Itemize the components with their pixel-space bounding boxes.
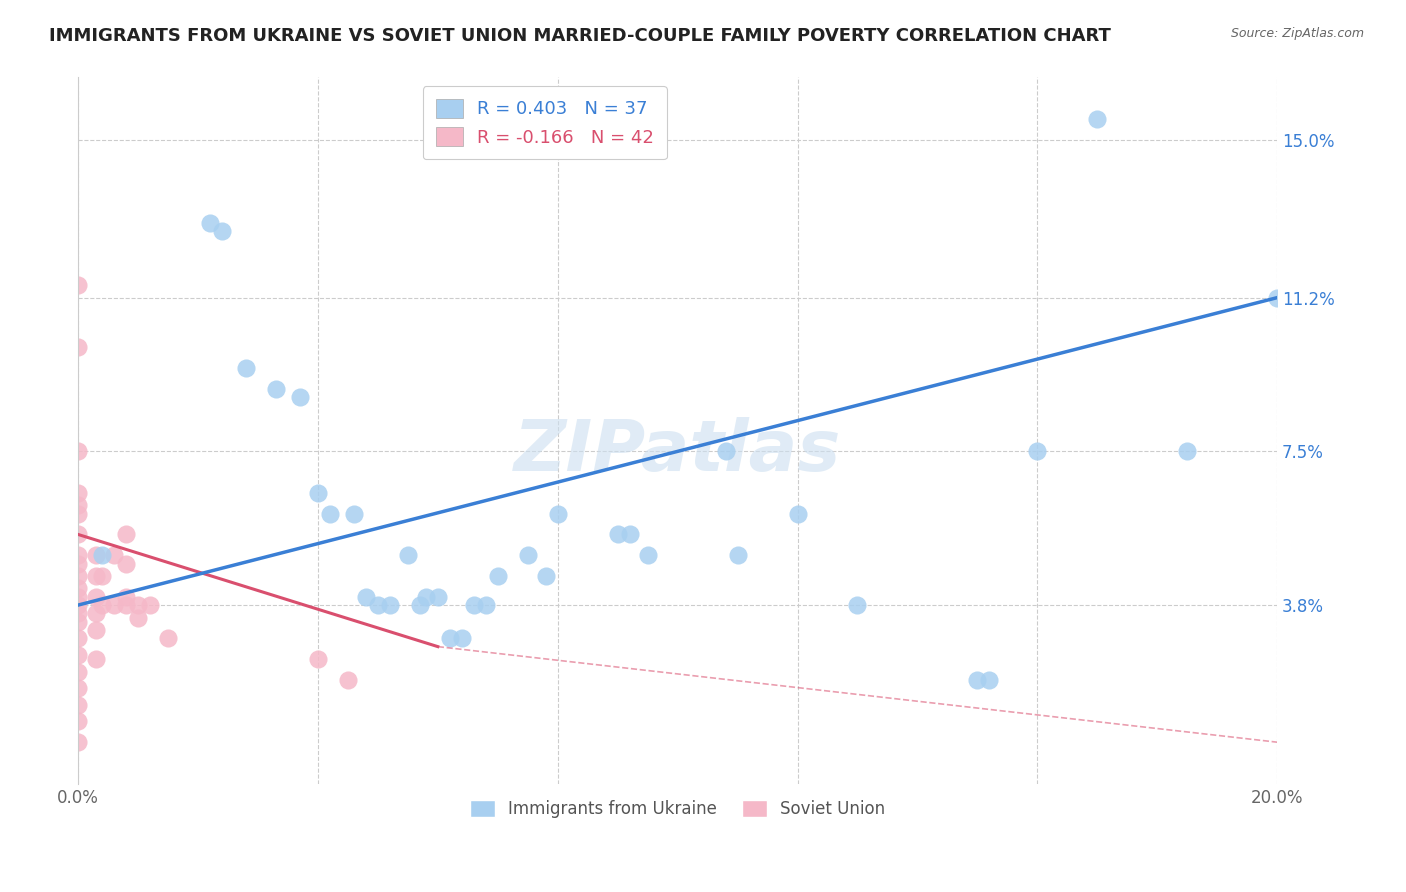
Point: [1175, 444, 1198, 458]
Point: [67, 698, 90, 712]
Point: [67, 569, 90, 583]
Point: [846, 598, 869, 612]
Point: [67, 735, 90, 749]
Point: [307, 652, 329, 666]
Point: [198, 216, 221, 230]
Point: [127, 610, 149, 624]
Point: [343, 507, 366, 521]
Point: [354, 590, 377, 604]
Point: [67, 607, 90, 621]
Point: [67, 486, 90, 500]
Point: [67, 548, 90, 562]
Point: [516, 548, 538, 562]
Point: [84, 623, 107, 637]
Point: [534, 569, 557, 583]
Point: [84, 590, 107, 604]
Point: [336, 673, 359, 687]
Point: [396, 548, 419, 562]
Point: [103, 548, 125, 562]
Text: IMMIGRANTS FROM UKRAINE VS SOVIET UNION MARRIED-COUPLE FAMILY POVERTY CORRELATIO: IMMIGRANTS FROM UKRAINE VS SOVIET UNION …: [49, 27, 1111, 45]
Point: [966, 673, 988, 687]
Point: [235, 361, 257, 376]
Point: [714, 444, 737, 458]
Legend: Immigrants from Ukraine, Soviet Union: Immigrants from Ukraine, Soviet Union: [463, 793, 893, 825]
Point: [727, 548, 749, 562]
Point: [103, 598, 125, 612]
Point: [115, 557, 138, 571]
Point: [67, 632, 90, 646]
Point: [319, 507, 342, 521]
Point: [84, 569, 107, 583]
Point: [486, 569, 509, 583]
Point: [91, 548, 114, 562]
Point: [139, 598, 162, 612]
Point: [67, 557, 90, 571]
Point: [91, 598, 114, 612]
Point: [463, 598, 485, 612]
Point: [367, 598, 389, 612]
Point: [67, 278, 90, 293]
Point: [84, 607, 107, 621]
Point: [1026, 444, 1049, 458]
Point: [67, 714, 90, 729]
Text: ZIPatlas: ZIPatlas: [515, 417, 841, 486]
Point: [127, 598, 149, 612]
Point: [1265, 291, 1288, 305]
Point: [67, 665, 90, 679]
Point: [115, 527, 138, 541]
Point: [439, 632, 461, 646]
Point: [606, 527, 628, 541]
Point: [67, 527, 90, 541]
Point: [67, 582, 90, 596]
Point: [91, 569, 114, 583]
Point: [264, 382, 287, 396]
Point: [619, 527, 641, 541]
Point: [378, 598, 401, 612]
Point: [415, 590, 437, 604]
Point: [475, 598, 498, 612]
Point: [67, 648, 90, 662]
Point: [409, 598, 432, 612]
Text: Source: ZipAtlas.com: Source: ZipAtlas.com: [1230, 27, 1364, 40]
Point: [67, 499, 90, 513]
Point: [637, 548, 659, 562]
Point: [1085, 112, 1108, 126]
Point: [786, 507, 808, 521]
Point: [211, 224, 233, 238]
Point: [67, 507, 90, 521]
Point: [115, 598, 138, 612]
Point: [547, 507, 569, 521]
Point: [157, 632, 180, 646]
Point: [288, 390, 311, 404]
Point: [979, 673, 1001, 687]
Point: [115, 590, 138, 604]
Point: [84, 548, 107, 562]
Point: [84, 652, 107, 666]
Point: [67, 341, 90, 355]
Point: [67, 590, 90, 604]
Point: [450, 632, 472, 646]
Point: [67, 615, 90, 629]
Point: [426, 590, 449, 604]
Point: [67, 444, 90, 458]
Point: [307, 486, 329, 500]
Point: [67, 681, 90, 695]
Point: [67, 598, 90, 612]
